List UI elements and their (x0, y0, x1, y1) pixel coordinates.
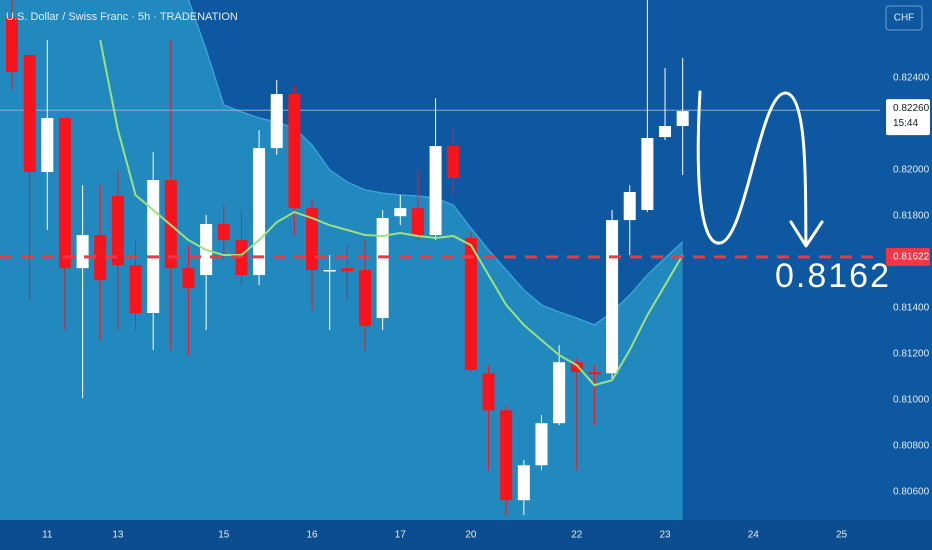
candle-body (535, 423, 548, 466)
candle-body (306, 208, 319, 271)
y-tick-label: 0.81800 (893, 211, 930, 222)
candle-body (659, 126, 672, 138)
time-axis-bg (0, 520, 932, 550)
x-tick-label: 13 (112, 530, 124, 541)
candle-body (394, 208, 407, 217)
x-tick-label: 24 (748, 530, 760, 541)
candle-body (447, 146, 460, 179)
arrow-head (789, 220, 824, 248)
candle-body (606, 220, 619, 374)
candle-body (41, 117, 54, 173)
y-tick-label: 0.82000 (893, 165, 930, 176)
y-tick-label: 0.81400 (893, 303, 930, 314)
x-tick-label: 23 (659, 530, 671, 541)
candle-body (270, 94, 283, 149)
y-tick-label: 0.80800 (893, 441, 930, 452)
y-tick-label: 0.81000 (893, 395, 930, 406)
y-tick-label: 0.82400 (893, 73, 930, 84)
candle-body (182, 268, 195, 289)
arrow-curve (696, 90, 808, 247)
currency-label[interactable]: CHF (894, 13, 915, 24)
candle-body (217, 224, 230, 241)
candle-body (482, 373, 495, 411)
currency-button[interactable] (885, 5, 923, 31)
candle-body (553, 362, 566, 424)
candle-body (429, 146, 442, 236)
x-tick-label: 17 (395, 530, 407, 541)
y-tick-label: 0.81200 (893, 349, 930, 360)
x-tick-label: 15 (218, 530, 230, 541)
candle-body (94, 235, 107, 281)
y-tick-label: 0.80600 (893, 487, 930, 498)
candle-body (288, 94, 301, 209)
moving-average (99, 39, 684, 387)
candle-body (588, 372, 601, 375)
candle-body (411, 208, 424, 236)
target-price-label: 0.81622 (893, 252, 930, 263)
plot-area (0, 0, 880, 520)
candle-body (464, 238, 477, 371)
candle-body (623, 192, 636, 221)
candle-body (147, 180, 160, 314)
candle-body (58, 117, 71, 269)
target-price-box (886, 247, 930, 266)
candle-body (111, 195, 124, 266)
candle-body (76, 235, 89, 269)
x-tick-label: 22 (571, 530, 583, 541)
candle-body (500, 410, 513, 501)
candle-body (570, 362, 583, 373)
candle-body (6, 17, 19, 72)
annotation: 0.8162 (775, 257, 891, 295)
candle-body (341, 268, 354, 272)
x-tick-label: 11 (42, 530, 53, 541)
x-tick-label: 25 (836, 530, 848, 541)
last-price-box (886, 99, 930, 136)
x-tick-label: 16 (306, 530, 318, 541)
candle-body (376, 218, 389, 319)
candle-body (323, 270, 336, 272)
countdown-label: 15:44 (893, 118, 918, 129)
x-tick-label: 20 (465, 530, 477, 541)
candle-body (641, 137, 654, 210)
candle-body (358, 270, 371, 327)
candle-body (517, 465, 530, 501)
last-price-label: 0.82260 (893, 103, 930, 114)
candle-body (253, 148, 266, 276)
candle-body (676, 111, 689, 127)
chart-title: U.S. Dollar / Swiss Franc · 5h · TRADENA… (6, 11, 238, 23)
candle-body (23, 54, 36, 173)
candle-body (129, 265, 142, 314)
